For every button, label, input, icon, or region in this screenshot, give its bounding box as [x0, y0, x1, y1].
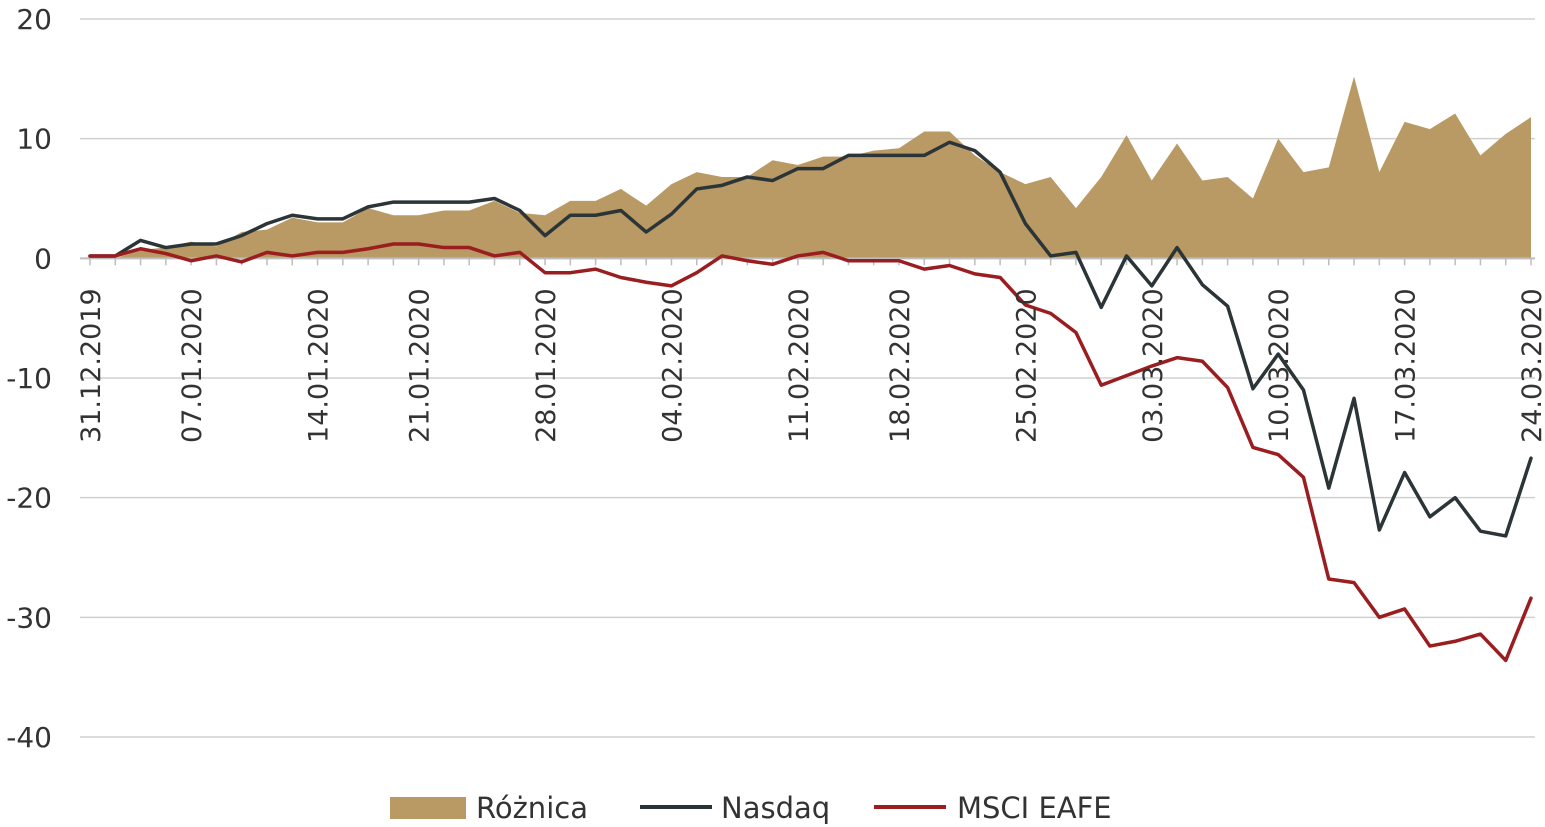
- y-tick-label: -10: [6, 362, 52, 395]
- x-tick-label: 10.03.2020: [1264, 288, 1295, 443]
- line-nasdaq: [88, 140, 1533, 538]
- y-tick-label: 10: [16, 123, 52, 156]
- y-tick-label: 20: [16, 3, 52, 36]
- y-tick-label: -20: [6, 482, 52, 515]
- x-tick-label: 03.03.2020: [1138, 288, 1169, 443]
- grid-lines: [80, 18, 1535, 738]
- x-tick-label: 14.01.2020: [304, 288, 335, 443]
- x-tick-label: 17.03.2020: [1391, 288, 1422, 443]
- legend: Różnica Nasdaq MSCI EAFE: [390, 791, 1112, 825]
- zero-axis: [80, 257, 1535, 266]
- line-msci-eafe: [88, 242, 1533, 663]
- x-tick-label: 18.02.2020: [885, 288, 916, 443]
- y-tick-label: -40: [6, 721, 52, 754]
- legend-label-nasdaq: Nasdaq: [721, 791, 830, 825]
- x-tick-label: 11.02.2020: [784, 288, 815, 443]
- legend-swatch-roznica: [390, 797, 466, 819]
- legend-label-roznica: Różnica: [476, 791, 588, 825]
- y-tick-label: 0: [34, 242, 52, 275]
- x-axis-tick-labels: 31.12.2019 07.01.2020 14.01.2020 21.01.2020…: [76, 288, 1545, 443]
- y-tick-label: -30: [6, 601, 52, 634]
- x-tick-label: 24.03.2020: [1517, 288, 1545, 443]
- x-tick-label: 31.12.2019: [76, 288, 107, 443]
- x-tick-label: 25.02.2020: [1011, 288, 1042, 443]
- series-lines: [88, 140, 1533, 663]
- y-axis-tick-labels: 20 10 0 -10 -20 -30 -40: [6, 3, 52, 754]
- legend-label-msci-eafe: MSCI EAFE: [957, 791, 1112, 825]
- x-tick-label: 21.01.2020: [405, 288, 436, 443]
- x-tick-label: 07.01.2020: [177, 288, 208, 443]
- x-tick-label: 28.01.2020: [531, 288, 562, 443]
- x-tick-label: 04.02.2020: [657, 288, 688, 443]
